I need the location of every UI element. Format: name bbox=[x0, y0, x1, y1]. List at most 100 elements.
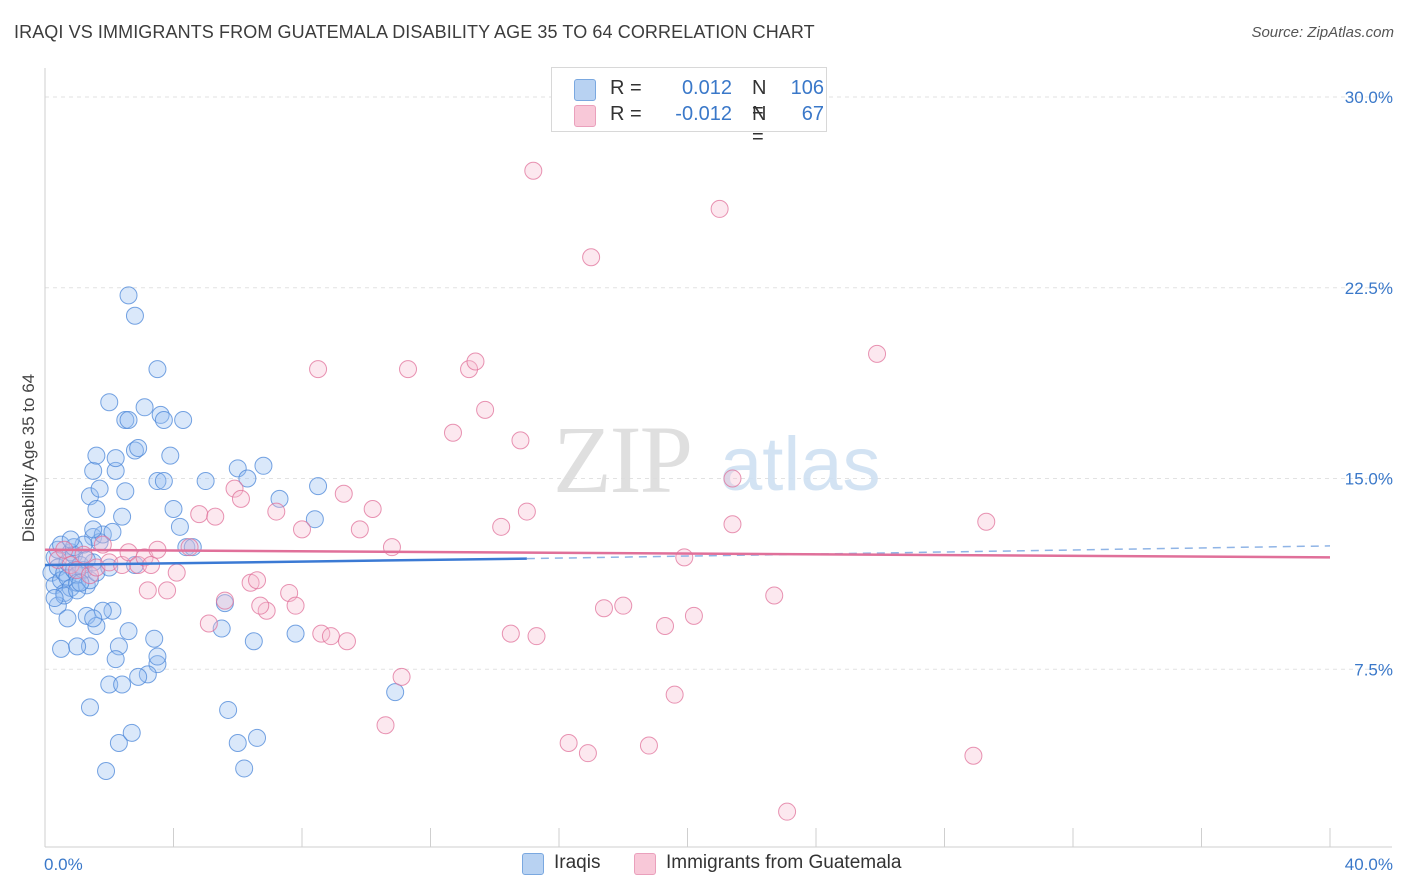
legend-r-value-iraqis: 0.012 bbox=[681, 77, 732, 99]
iraqis-point-43 bbox=[84, 461, 103, 480]
bottom-legend-label-guatemala: Immigrants from Guatemala bbox=[666, 852, 902, 873]
guatemala-point-26 bbox=[248, 571, 267, 590]
guatemala-point-68 bbox=[868, 344, 887, 363]
iraqis-point-42 bbox=[90, 479, 109, 498]
iraqis-point-55 bbox=[119, 411, 138, 430]
iraqis-point-103 bbox=[103, 522, 122, 541]
series-iraqis bbox=[42, 286, 405, 780]
iraqis-point-30 bbox=[58, 609, 77, 628]
guatemala-point-44 bbox=[460, 360, 479, 379]
legend-n-label: N = bbox=[752, 103, 767, 148]
guatemala-point-42 bbox=[309, 360, 328, 379]
chart-title: IRAQI VS IMMIGRANTS FROM GUATEMALA DISAB… bbox=[14, 22, 815, 42]
iraqis-point-82 bbox=[129, 667, 148, 686]
guatemala-point-41 bbox=[399, 360, 418, 379]
guatemala-point-52 bbox=[527, 627, 546, 646]
guatemala-point-30 bbox=[286, 596, 305, 615]
guatemala-point-61 bbox=[675, 548, 694, 567]
guatemala-point-50 bbox=[517, 502, 536, 521]
guatemala-point-5 bbox=[80, 566, 99, 585]
iraqis-trendline bbox=[44, 557, 527, 567]
iraqis-point-67 bbox=[196, 472, 215, 491]
iraqis-point-52 bbox=[129, 438, 148, 457]
guatemala-point-19 bbox=[190, 505, 209, 524]
iraqis-point-98 bbox=[386, 683, 405, 702]
guatemala-point-38 bbox=[382, 538, 401, 557]
legend-n-value-iraqis: 106 bbox=[790, 77, 824, 99]
legend-n-value-guatemala: 67 bbox=[801, 103, 824, 125]
guatemala-point-58 bbox=[639, 736, 658, 755]
iraqis-point-41 bbox=[87, 500, 106, 519]
guatemala-point-65 bbox=[723, 515, 742, 534]
iraqis-point-73 bbox=[305, 510, 324, 529]
legend-swatch-iraqis bbox=[574, 79, 596, 101]
iraqis-point-34 bbox=[80, 637, 99, 656]
trendlines bbox=[44, 545, 1331, 567]
guatemala-point-23 bbox=[225, 479, 244, 498]
iraqis-point-96 bbox=[235, 759, 254, 778]
guatemala-point-37 bbox=[363, 500, 382, 519]
axes bbox=[44, 68, 1392, 848]
guatemala-point-48 bbox=[501, 624, 520, 643]
guatemala-trendline bbox=[44, 548, 1331, 559]
iraqis-point-64 bbox=[164, 500, 183, 519]
watermark: ZIP atlas bbox=[553, 406, 881, 513]
iraqis-point-80 bbox=[148, 647, 167, 666]
source-label: Source: ZipAtlas.com bbox=[1251, 24, 1394, 41]
y-tick-label-2: 22.5% bbox=[1345, 279, 1393, 298]
iraqis-point-29 bbox=[52, 639, 71, 658]
iraqis-point-70 bbox=[254, 456, 273, 475]
guatemala-point-33 bbox=[321, 627, 340, 646]
guatemala-point-70 bbox=[977, 512, 996, 531]
guatemala-point-59 bbox=[656, 617, 675, 636]
iraqis-point-100 bbox=[45, 589, 64, 608]
guatemala-point-21 bbox=[215, 591, 234, 610]
guatemala-point-13 bbox=[142, 555, 161, 574]
bottom-legend-swatch-guatemala bbox=[634, 853, 656, 875]
iraqis-point-84 bbox=[106, 650, 125, 669]
guatemala-point-28 bbox=[267, 502, 286, 521]
guatemala-point-18 bbox=[180, 538, 199, 557]
iraqis-point-69 bbox=[238, 469, 257, 488]
iraqis-point-56 bbox=[151, 405, 170, 424]
guatemala-point-39 bbox=[376, 716, 395, 735]
guatemala-point-15 bbox=[138, 581, 157, 600]
guatemala-point-71 bbox=[251, 596, 270, 615]
iraqis-point-78 bbox=[145, 629, 164, 648]
guatemala-point-60 bbox=[665, 685, 684, 704]
x-tick-label-max: 40.0% bbox=[1345, 855, 1393, 874]
iraqis-point-45 bbox=[106, 461, 125, 480]
guatemala-point-17 bbox=[167, 563, 186, 582]
tick-labels: 7.5% 15.0% 22.5% 30.0% 0.0% 40.0% bbox=[44, 88, 1393, 874]
iraqis-point-59 bbox=[119, 286, 138, 305]
guatemala-point-46 bbox=[476, 400, 495, 419]
bottom-legend-swatch-iraqis bbox=[522, 853, 544, 875]
guatemala-point-24 bbox=[231, 489, 250, 508]
iraqis-point-50 bbox=[100, 393, 119, 412]
iraqis-point-47 bbox=[113, 507, 132, 526]
iraqis-point-58 bbox=[174, 411, 193, 430]
iraqis-point-95 bbox=[228, 734, 247, 753]
y-tick-label-3: 30.0% bbox=[1345, 88, 1393, 107]
guatemala-point-57 bbox=[614, 596, 633, 615]
bottom-legend-label-iraqis: Iraqis bbox=[554, 852, 601, 873]
legend-n-label: N = bbox=[752, 77, 767, 122]
y-tick-label-0: 7.5% bbox=[1354, 660, 1393, 679]
watermark-zip: ZIP bbox=[553, 406, 691, 513]
legend-swatch-guatemala bbox=[574, 105, 596, 127]
guatemala-point-45 bbox=[466, 352, 485, 371]
guatemala-point-53 bbox=[559, 734, 578, 753]
guatemala-point-16 bbox=[158, 581, 177, 600]
guatemala-point-34 bbox=[334, 484, 353, 503]
iraqis-point-53 bbox=[135, 398, 154, 417]
iraqis-point-91 bbox=[109, 734, 128, 753]
iraqis-point-46 bbox=[106, 449, 125, 468]
guatemala-point-63 bbox=[710, 199, 729, 218]
guatemala-point-35 bbox=[337, 632, 356, 651]
stats-legend: R = 0.012 N = 106 R = -0.012 N = 67 bbox=[551, 67, 827, 148]
guatemala-point-62 bbox=[684, 606, 703, 625]
grid-lines bbox=[45, 96, 1392, 670]
guatemala-point-69 bbox=[964, 746, 983, 765]
iraqis-point-89 bbox=[80, 698, 99, 717]
iraqis-point-65 bbox=[170, 517, 189, 536]
